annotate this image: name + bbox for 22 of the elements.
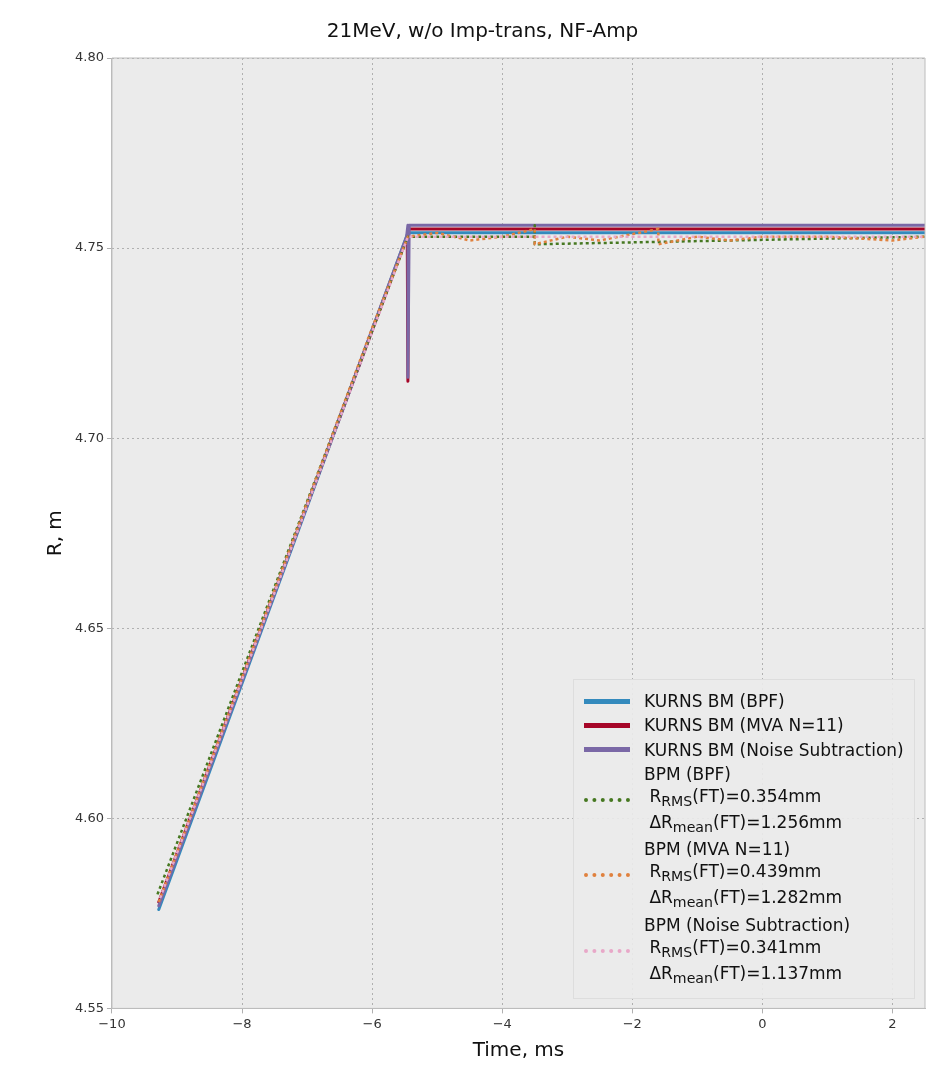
x-tick-label: 2: [888, 1015, 897, 1031]
chart-title: 21MeV, w/o Imp-trans, NF-Amp: [326, 18, 639, 43]
x-tick-label: 0: [758, 1015, 767, 1031]
legend-label: KURNS BM (Noise Subtraction): [644, 738, 904, 761]
y-tick-label: 4.55: [74, 999, 104, 1015]
y-axis-title: R, m: [42, 510, 67, 557]
legend-label: BPM (MVA N=11) R$_{RMS}$(FT)=0.439mm ΔR$_{mean}$(FT)=1.282mm: [644, 838, 843, 913]
y-tick-label: 4.60: [74, 809, 104, 825]
y-tick-label: 4.75: [74, 239, 104, 255]
x-tick-label: −8: [232, 1015, 252, 1031]
legend-label: KURNS BM (MVA N=11): [644, 714, 844, 737]
x-tick-label: −4: [492, 1015, 512, 1031]
y-tick-label: 4.65: [74, 619, 104, 635]
x-axis-title: Time, ms: [471, 1037, 565, 1062]
legend-label: KURNS BM (BPF): [644, 690, 785, 713]
legend-label: BPM (BPF) R$_{RMS}$(FT)=0.354mm ΔR$_{mean}$(FT)=1.256mm: [644, 762, 843, 837]
y-tick-label: 4.70: [74, 429, 104, 445]
x-tick-label: −2: [622, 1015, 642, 1031]
y-tick-label: 4.80: [74, 49, 104, 65]
legend-label: BPM (Noise Subtraction) R$_{RMS}$(FT)=0.341mm ΔR$_{mean}$(FT)=1.137mm: [644, 914, 851, 988]
x-tick-label: −10: [98, 1015, 126, 1031]
x-tick-label: −6: [362, 1015, 382, 1031]
